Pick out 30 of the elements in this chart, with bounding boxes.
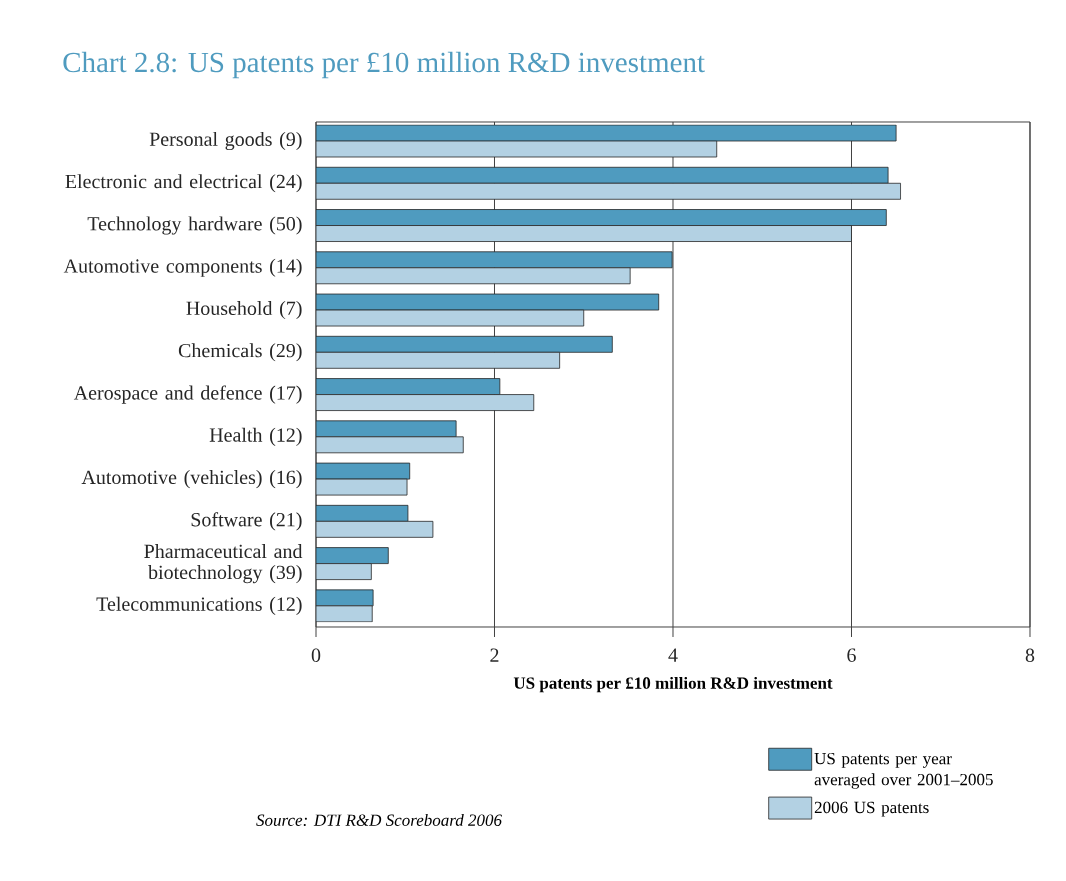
bar bbox=[316, 251, 673, 269]
y-tick-label: Chemicals (29) bbox=[178, 343, 302, 362]
x-tick-label: 2 bbox=[490, 648, 499, 662]
legend-label: 2006 US patents bbox=[814, 801, 929, 817]
y-tick-label: Pharmaceutical and biotechnology (39) bbox=[144, 544, 303, 584]
source-note: Source: DTI R&D Scoreboard 2006 bbox=[256, 813, 502, 826]
y-tick-label: Aerospace and defence (17) bbox=[73, 385, 302, 404]
y-tick-label: Automotive (vehicles) (16) bbox=[81, 470, 302, 489]
x-tick-label: 8 bbox=[1025, 648, 1035, 663]
y-tick-label: Personal goods (9) bbox=[149, 131, 302, 151]
x-tick-label: 4 bbox=[668, 648, 678, 662]
bar bbox=[316, 209, 887, 226]
y-tick-label: Software (21) bbox=[191, 512, 302, 531]
y-tick-label: Household (7) bbox=[186, 300, 302, 320]
y-tick-label: Electronic and electrical (24) bbox=[65, 174, 302, 193]
bar bbox=[316, 547, 389, 564]
y-tick-label: Telecommunications (12) bbox=[96, 596, 302, 615]
legend-label: US patents per year averaged over 2001–2005 bbox=[814, 752, 993, 789]
bar bbox=[316, 504, 409, 522]
x-tick-label: 0 bbox=[311, 648, 321, 663]
x-tick-label: 6 bbox=[847, 648, 856, 662]
bar bbox=[316, 166, 889, 184]
y-tick-label: Health (12) bbox=[209, 427, 302, 446]
x-axis-title: US patents per £10 million R&D investment bbox=[513, 676, 833, 693]
bar bbox=[316, 378, 501, 395]
y-tick-label: Automotive components (14) bbox=[63, 258, 302, 277]
y-tick-label: Technology hardware (50) bbox=[87, 216, 302, 235]
chart-title: Chart 2.8: US patents per £10 million R&D investment bbox=[63, 51, 705, 79]
bar bbox=[316, 335, 613, 353]
bar bbox=[316, 420, 457, 438]
